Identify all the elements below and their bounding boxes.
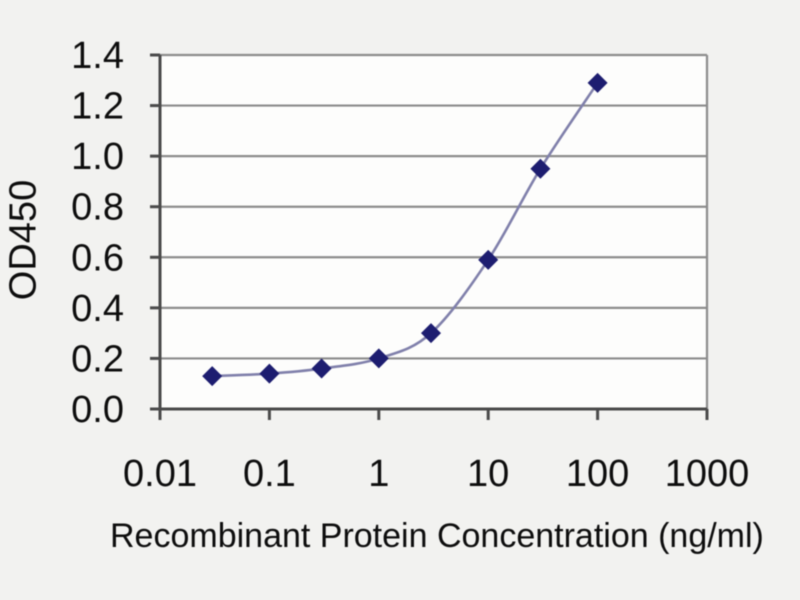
data-point-marker <box>420 323 441 344</box>
x-tick-label: 10 <box>467 453 509 495</box>
x-tick-label: 1 <box>368 453 389 495</box>
x-axis-title: Recombinant Protein Concentration (ng/ml… <box>110 517 764 555</box>
x-tick-label: 100 <box>566 453 629 495</box>
y-tick-label: 1.4 <box>71 35 124 77</box>
y-tick-label: 1.0 <box>71 136 124 178</box>
y-axis-title: OD450 <box>2 179 45 301</box>
x-tick-label: 0.01 <box>123 453 197 495</box>
data-point-marker <box>259 363 280 384</box>
data-point-marker <box>530 158 551 179</box>
data-point-marker <box>368 348 389 369</box>
plot-area <box>160 55 707 409</box>
data-point-marker <box>587 72 608 93</box>
data-point-marker <box>311 358 332 379</box>
y-tick-label: 1.2 <box>71 86 124 128</box>
x-tick-label: 1000 <box>665 453 750 495</box>
y-tick-label: 0.0 <box>71 389 124 431</box>
data-point-marker <box>202 366 223 387</box>
y-tick-label: 0.4 <box>71 288 124 330</box>
y-tick-label: 0.2 <box>71 338 124 380</box>
data-point-marker <box>478 249 499 270</box>
x-tick-label: 0.1 <box>243 453 296 495</box>
y-tick-label: 0.8 <box>71 187 124 229</box>
y-tick-label: 0.6 <box>71 237 124 279</box>
